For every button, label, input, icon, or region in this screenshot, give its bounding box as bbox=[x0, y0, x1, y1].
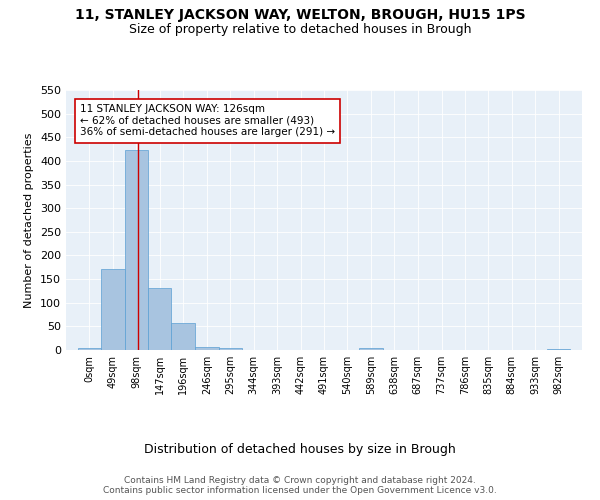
Bar bbox=[359, 348, 383, 350]
Bar bbox=[148, 288, 172, 350]
Text: 11, STANLEY JACKSON WAY, WELTON, BROUGH, HU15 1PS: 11, STANLEY JACKSON WAY, WELTON, BROUGH,… bbox=[74, 8, 526, 22]
Y-axis label: Number of detached properties: Number of detached properties bbox=[25, 132, 34, 308]
Bar bbox=[101, 268, 125, 350]
Bar bbox=[78, 348, 101, 350]
Bar bbox=[218, 348, 242, 350]
Bar bbox=[172, 323, 195, 350]
Text: Distribution of detached houses by size in Brough: Distribution of detached houses by size … bbox=[144, 442, 456, 456]
Bar bbox=[547, 348, 570, 350]
Text: Contains HM Land Registry data © Crown copyright and database right 2024.
Contai: Contains HM Land Registry data © Crown c… bbox=[103, 476, 497, 495]
Bar bbox=[125, 150, 148, 350]
Text: 11 STANLEY JACKSON WAY: 126sqm
← 62% of detached houses are smaller (493)
36% of: 11 STANLEY JACKSON WAY: 126sqm ← 62% of … bbox=[80, 104, 335, 138]
Text: Size of property relative to detached houses in Brough: Size of property relative to detached ho… bbox=[129, 22, 471, 36]
Bar bbox=[195, 346, 218, 350]
